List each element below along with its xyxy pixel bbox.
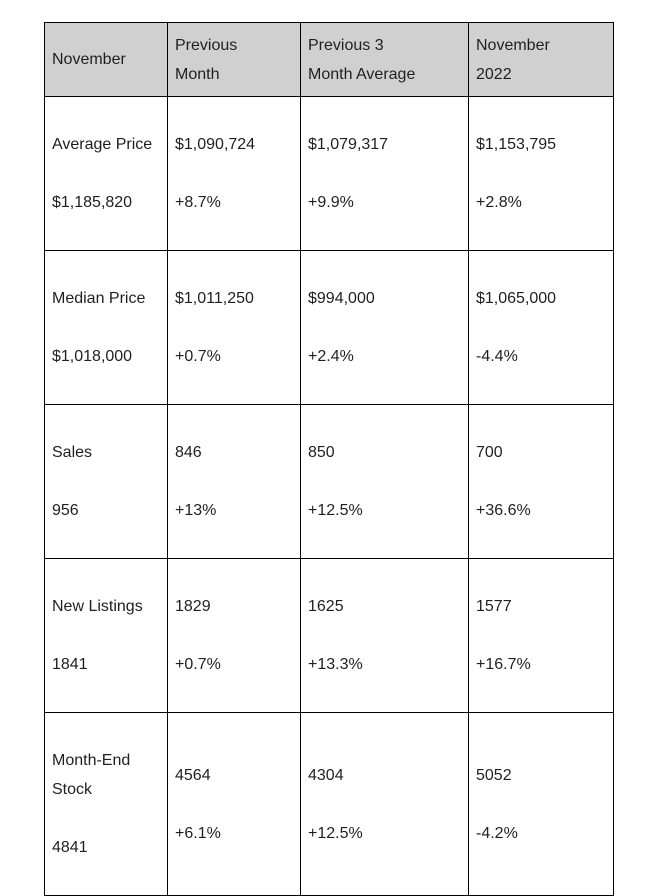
table-row-new-listings: New Listings 1841 1829 +0.7% 1625 +13.3%… [44, 558, 614, 713]
metric-cell: Median Price $1,018,000 [44, 250, 168, 405]
metric-label: Month-End Stock [52, 752, 131, 798]
table-row-median-price: Median Price $1,018,000 $1,011,250 +0.7%… [44, 250, 614, 405]
prev-3mo-avg-cell: 850 +12.5% [300, 404, 469, 559]
cell-value: 1829 [175, 598, 211, 615]
metric-current-value: 956 [52, 502, 79, 519]
cell-change: +12.5% [308, 824, 363, 842]
nov-2022-cell: 1577 +16.7% [468, 558, 614, 713]
metric-cell: Month-End Stock 4841 [44, 712, 168, 896]
cell-value: 4564 [175, 766, 211, 784]
cell-value: $1,153,795 [476, 136, 557, 153]
prev-month-cell: 1829 +0.7% [167, 558, 301, 713]
stats-table-container: November Previous Month Previous 3 Month… [44, 22, 614, 896]
metric-current-value: $1,185,820 [52, 194, 133, 211]
cell-value: 700 [476, 444, 503, 461]
metric-label: Median Price [52, 290, 146, 307]
cell-change: +2.8% [476, 194, 522, 211]
prev-month-cell: $1,011,250 +0.7% [167, 250, 301, 405]
cell-value: $1,011,250 [175, 290, 254, 307]
cell-value: $1,090,724 [175, 136, 256, 153]
cell-value: $994,000 [308, 290, 375, 307]
column-header-previous-month: Previous Month [167, 22, 301, 97]
cell-change: +13% [175, 502, 217, 519]
cell-change: +12.5% [308, 502, 363, 519]
prev-3mo-avg-cell: $994,000 +2.4% [300, 250, 469, 405]
prev-month-cell: 846 +13% [167, 404, 301, 559]
prev-3mo-avg-cell: 1625 +13.3% [300, 558, 469, 713]
cell-change: +8.7% [175, 194, 221, 211]
nov-2022-cell: $1,065,000 -4.4% [468, 250, 614, 405]
cell-change: +2.4% [308, 348, 354, 365]
cell-value: $1,065,000 [476, 290, 557, 307]
metric-current-value: $1,018,000 [52, 348, 133, 365]
cell-change: +6.1% [175, 824, 221, 842]
metric-current-value: 4841 [52, 839, 88, 856]
column-header-november: November [44, 22, 168, 97]
cell-change: +13.3% [308, 656, 363, 673]
cell-change: -4.2% [476, 824, 518, 842]
table-row-month-end-stock: Month-End Stock 4841 4564 +6.1% 4304 +12… [44, 712, 614, 896]
cell-change: -4.4% [476, 348, 518, 365]
cell-value: 5052 [476, 766, 512, 784]
cell-value: 846 [175, 444, 202, 461]
cell-value: 850 [308, 444, 335, 461]
cell-value: 1625 [308, 598, 344, 615]
metric-label: New Listings [52, 598, 143, 615]
cell-value: 1577 [476, 598, 512, 615]
cell-change: +36.6% [476, 502, 531, 519]
cell-value: $1,079,317 [308, 136, 389, 153]
nov-2022-cell: 700 +36.6% [468, 404, 614, 559]
column-header-previous-3-month-average: Previous 3 Month Average [300, 22, 469, 97]
table-row-sales: Sales 956 846 +13% 850 +12.5% 700 +36.6% [44, 404, 614, 559]
prev-month-cell: $1,090,724 +8.7% [167, 96, 301, 251]
nov-2022-cell: 5052 -4.2% [468, 712, 614, 896]
metric-label: Average Price [52, 136, 153, 153]
metric-cell: New Listings 1841 [44, 558, 168, 713]
cell-change: +0.7% [175, 348, 221, 365]
cell-change: +0.7% [175, 656, 221, 673]
prev-month-cell: 4564 +6.1% [167, 712, 301, 896]
metric-current-value: 1841 [52, 656, 88, 673]
cell-change: +16.7% [476, 656, 531, 673]
stats-table: November Previous Month Previous 3 Month… [44, 22, 614, 896]
column-header-november-2022: November 2022 [468, 22, 614, 97]
cell-change: +9.9% [308, 194, 354, 211]
table-row-average-price: Average Price $1,185,820 $1,090,724 +8.7… [44, 96, 614, 251]
header-row: November Previous Month Previous 3 Month… [44, 22, 614, 97]
cell-value: 4304 [308, 766, 344, 784]
metric-cell: Sales 956 [44, 404, 168, 559]
prev-3mo-avg-cell: 4304 +12.5% [300, 712, 469, 896]
nov-2022-cell: $1,153,795 +2.8% [468, 96, 614, 251]
prev-3mo-avg-cell: $1,079,317 +9.9% [300, 96, 469, 251]
metric-cell: Average Price $1,185,820 [44, 96, 168, 251]
metric-label: Sales [52, 444, 93, 461]
